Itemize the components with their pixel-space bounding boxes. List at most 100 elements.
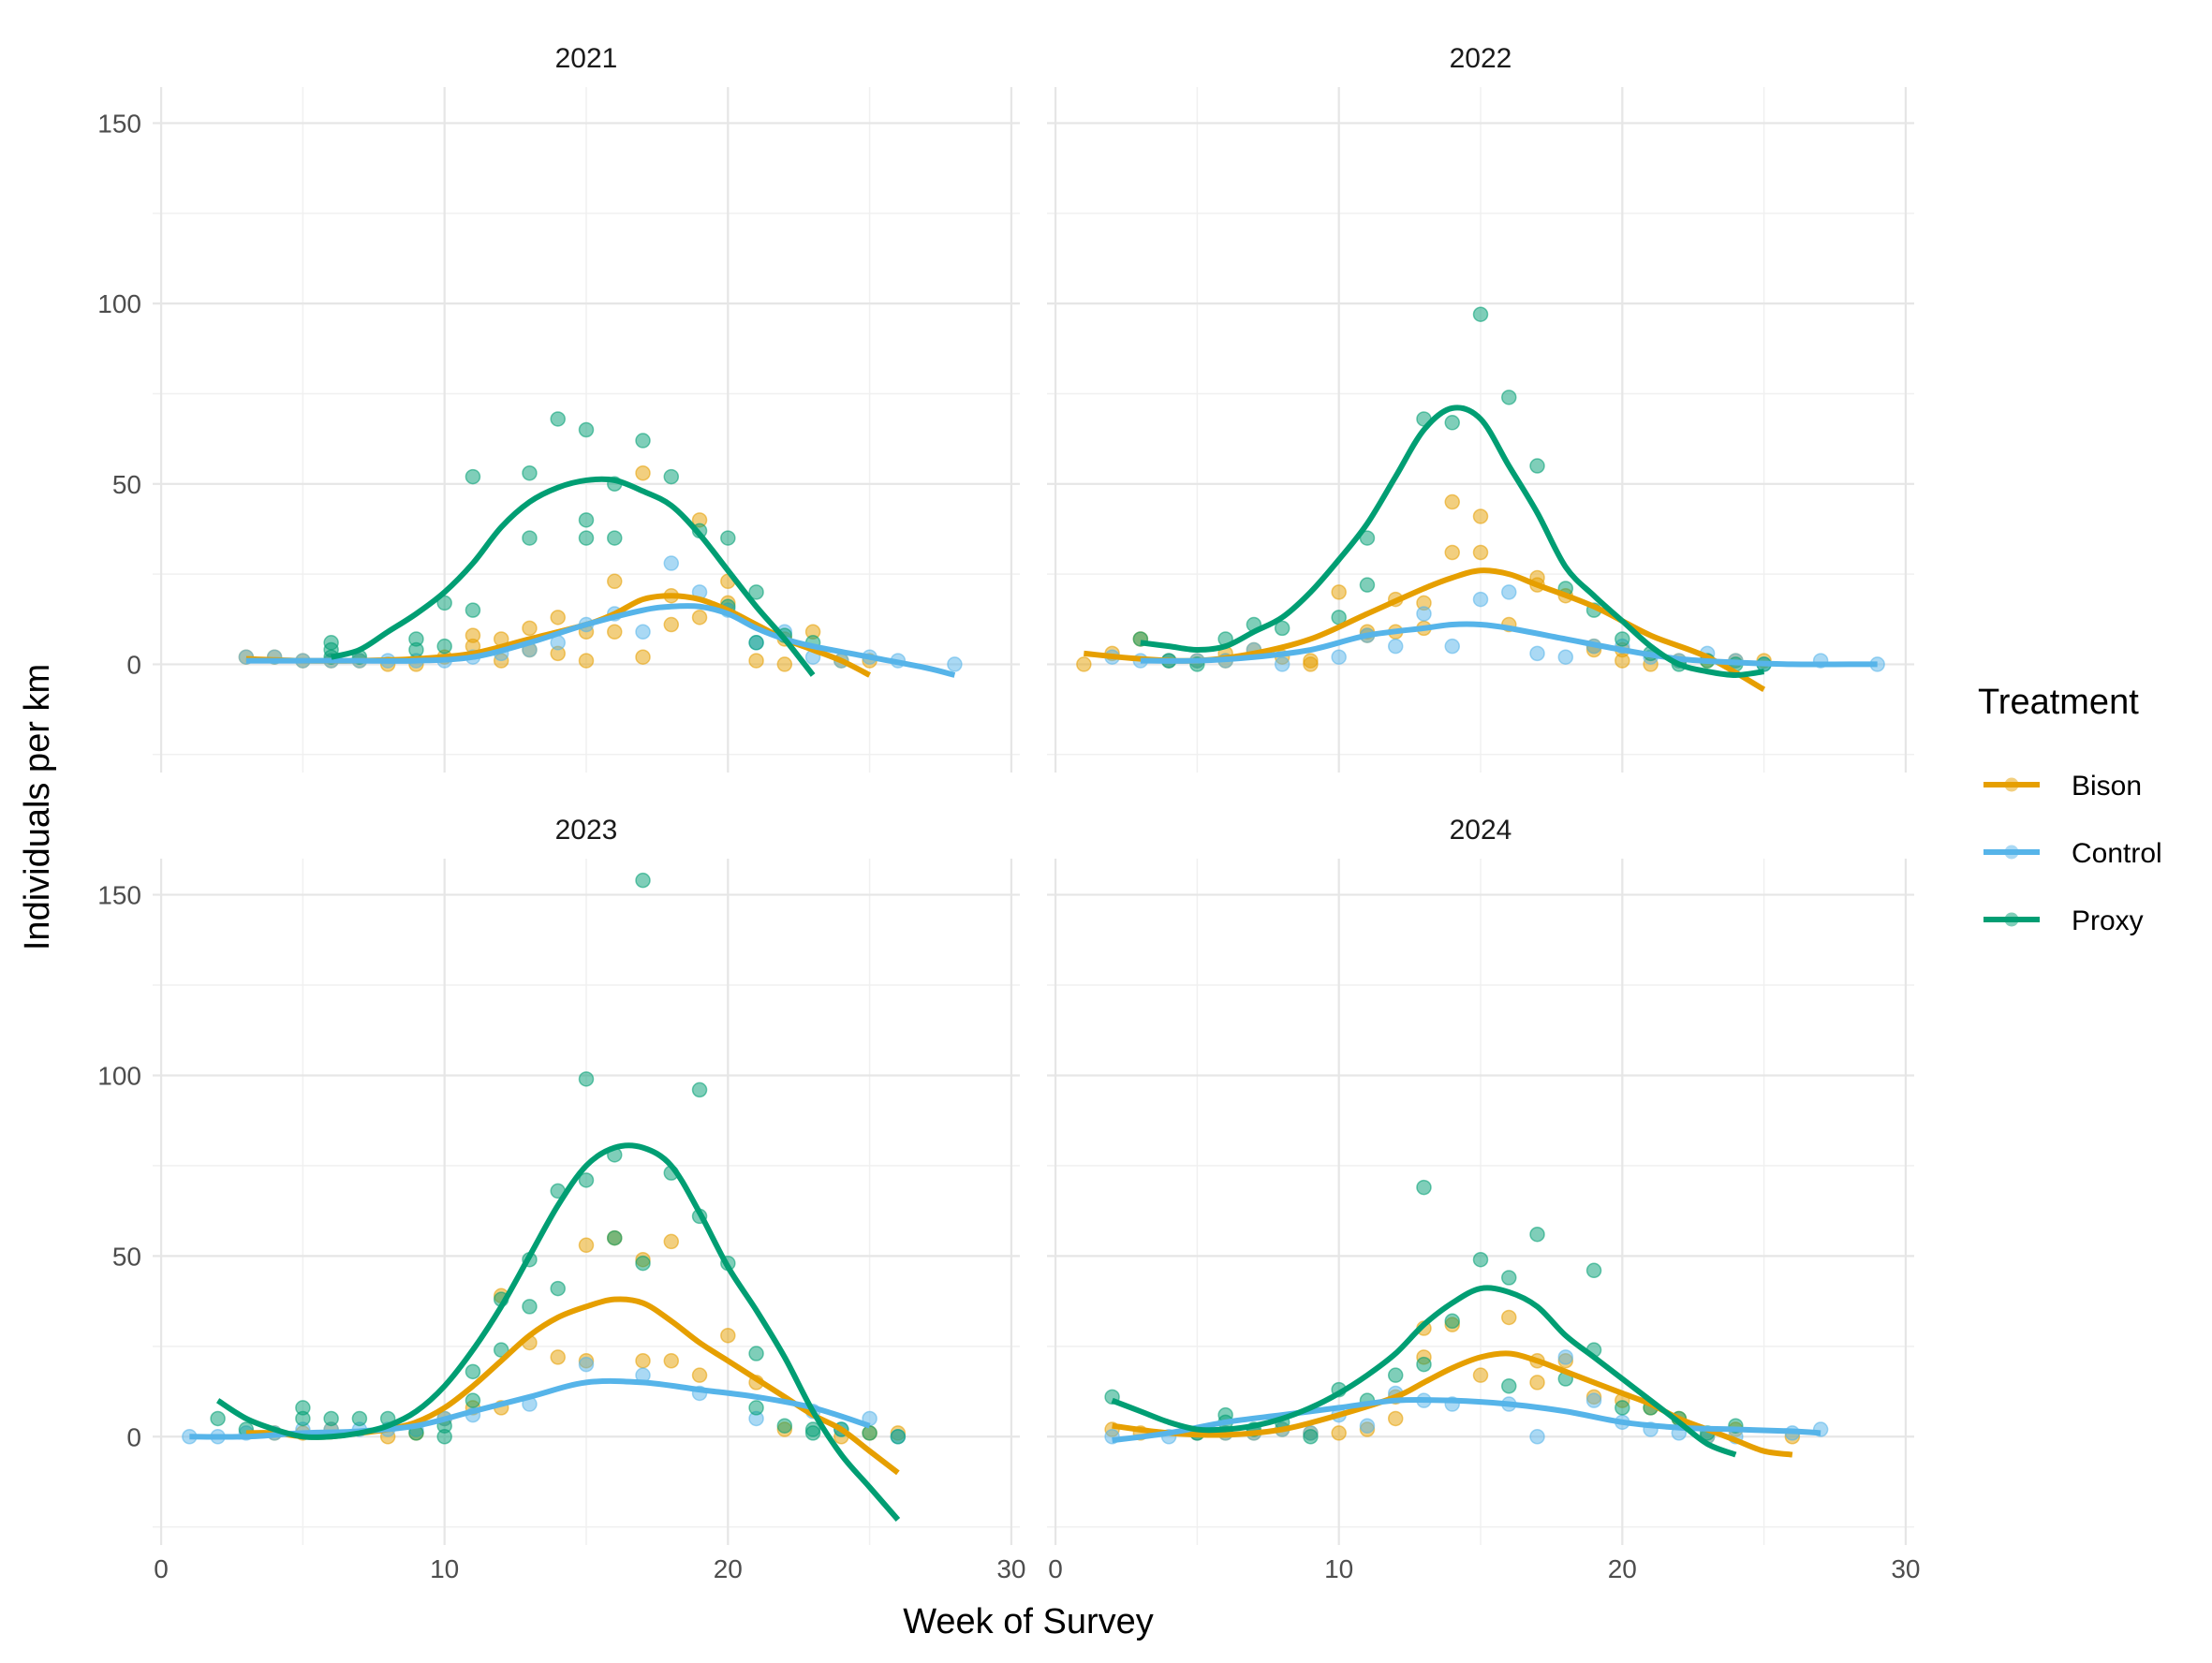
point-proxy xyxy=(465,602,481,618)
point-proxy xyxy=(1585,1262,1602,1279)
point-bison xyxy=(691,1367,708,1383)
point-control xyxy=(1529,645,1545,662)
point-proxy xyxy=(295,1410,311,1427)
y-tick-label: 0 xyxy=(126,650,141,679)
y-tick-label: 150 xyxy=(97,881,141,910)
x-tick-label: 0 xyxy=(154,1554,169,1583)
point-bison xyxy=(635,464,651,481)
point-proxy xyxy=(748,635,764,651)
point-proxy xyxy=(776,1418,793,1434)
point-proxy xyxy=(522,1299,538,1315)
y-tick-label: 150 xyxy=(97,110,141,139)
point-bison xyxy=(1303,653,1319,669)
point-proxy xyxy=(323,635,339,651)
point-proxy xyxy=(804,1425,821,1441)
legend-key-point xyxy=(2004,777,2019,792)
point-proxy xyxy=(635,433,651,449)
legend-title: Treatment xyxy=(1978,683,2139,722)
point-bison xyxy=(1387,1410,1404,1427)
x-tick-label: 0 xyxy=(1048,1554,1063,1583)
point-proxy xyxy=(1529,1226,1545,1243)
point-proxy xyxy=(1416,1356,1432,1373)
point-proxy xyxy=(862,1425,877,1441)
point-bison xyxy=(663,1233,680,1250)
point-proxy xyxy=(323,1410,339,1427)
x-tick-label: 20 xyxy=(1608,1554,1637,1583)
point-control xyxy=(1331,649,1347,665)
point-control xyxy=(1472,591,1489,608)
point-proxy xyxy=(351,1410,368,1427)
point-control xyxy=(1501,584,1517,600)
point-proxy xyxy=(663,468,680,485)
point-bison xyxy=(635,1352,651,1369)
point-proxy xyxy=(1529,458,1545,474)
point-bison xyxy=(1444,493,1460,510)
panel-title: 2023 xyxy=(555,815,618,846)
point-proxy xyxy=(1444,1313,1460,1330)
point-bison xyxy=(1331,1425,1347,1441)
legend-key-point xyxy=(2004,912,2019,927)
point-proxy xyxy=(465,1392,481,1408)
point-proxy xyxy=(210,1410,226,1427)
point-control xyxy=(635,624,651,640)
point-proxy xyxy=(748,1400,764,1416)
point-proxy xyxy=(1359,530,1376,546)
point-proxy xyxy=(635,1255,651,1272)
point-bison xyxy=(1331,584,1347,600)
point-proxy xyxy=(408,631,424,647)
point-control xyxy=(947,656,963,672)
point-bison xyxy=(607,573,623,590)
point-bison xyxy=(663,1352,680,1369)
legend: Treatment Bison Control Proxy xyxy=(1978,683,2162,936)
smooth-line-proxy xyxy=(1111,1285,1737,1458)
point-bison xyxy=(1501,1309,1517,1326)
point-proxy xyxy=(635,872,651,889)
point-bison xyxy=(691,610,708,625)
x-tick-label: 30 xyxy=(1891,1554,1920,1583)
point-proxy xyxy=(1416,1179,1432,1196)
point-proxy xyxy=(550,1280,566,1297)
point-control xyxy=(578,1356,595,1373)
point-proxy xyxy=(691,1082,708,1098)
y-tick-label: 0 xyxy=(126,1422,141,1451)
panel-2021: 2021 0 50 100 150 xyxy=(97,43,1020,773)
point-proxy xyxy=(607,530,623,546)
smooth-line-control xyxy=(189,1377,871,1440)
point-proxy xyxy=(1303,1429,1319,1445)
point-bison xyxy=(776,656,793,672)
x-tick-label: 10 xyxy=(430,1554,459,1583)
point-control xyxy=(1557,649,1574,665)
point-proxy xyxy=(720,530,736,546)
point-proxy xyxy=(578,1172,595,1188)
point-bison xyxy=(465,627,481,643)
smooth-line-control xyxy=(1140,621,1878,668)
point-proxy xyxy=(493,1342,509,1358)
point-bison xyxy=(1472,544,1489,561)
point-bison xyxy=(607,624,623,640)
panel-2024: 2024 0 10 20 30 xyxy=(1047,815,1920,1583)
legend-key-point xyxy=(2004,845,2019,860)
point-control xyxy=(1387,638,1404,655)
point-control xyxy=(1585,1392,1602,1408)
point-proxy xyxy=(465,468,481,485)
smooth-line-proxy xyxy=(330,476,816,677)
point-proxy xyxy=(522,464,538,481)
point-proxy xyxy=(550,411,566,427)
point-bison xyxy=(522,620,538,637)
point-bison xyxy=(550,610,566,625)
point-proxy xyxy=(607,1229,623,1246)
panel-title: 2022 xyxy=(1450,43,1512,74)
legend-label: Control xyxy=(2072,838,2162,869)
panel-title: 2021 xyxy=(555,43,618,74)
point-bison xyxy=(550,1349,566,1365)
point-proxy xyxy=(1615,1400,1630,1416)
point-proxy xyxy=(578,512,595,528)
point-bison xyxy=(1472,508,1489,524)
point-bison xyxy=(748,653,764,669)
smooth-line-control xyxy=(245,603,956,678)
point-proxy xyxy=(890,1429,907,1445)
point-proxy xyxy=(578,421,595,438)
y-tick-label: 50 xyxy=(112,1242,141,1271)
point-bison xyxy=(1472,1367,1489,1383)
point-proxy xyxy=(1444,415,1460,431)
